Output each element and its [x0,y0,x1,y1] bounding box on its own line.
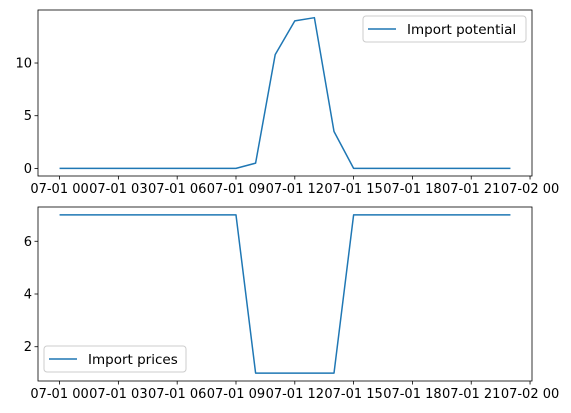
legend: Import prices [43,345,187,373]
x-tick-label: 07-02 00 [501,182,559,197]
legend-box [362,15,527,43]
series-line-import-potential [59,16,511,170]
axes-frame [37,9,533,177]
x-tick-label: 07-01 18 [383,182,441,197]
x-tick-label: 07-01 21 [442,182,500,197]
series-line-import-prices [59,214,511,374]
legend: Import potential [362,15,527,43]
x-tick-label: 07-01 03 [89,182,147,197]
legend-label: Import prices [88,352,178,368]
y-tick-label: 5 [24,109,32,124]
x-tick-label: 07-01 12 [266,387,324,402]
axes-panel-2: 07-01 00 07-01 03 07-01 06 07-01 09 07-01 12… [24,206,559,402]
x-tick-label: 07-02 00 [501,387,559,402]
legend-label: Import potential [407,22,516,38]
x-tick-label: 07-01 00 [30,182,88,197]
x-tick-label: 07-01 15 [324,387,382,402]
x-tick-label: 07-01 12 [266,182,324,197]
x-tick-label: 07-01 15 [324,182,382,197]
x-tick-label: 07-01 03 [89,387,147,402]
x-tick-label: 07-01 21 [442,387,500,402]
y-tick-label: 2 [24,340,32,355]
x-tick-label: 07-01 18 [383,387,441,402]
x-tick-label: 07-01 06 [148,387,206,402]
x-tick-label: 07-01 09 [207,182,265,197]
x-tick-label: 07-01 09 [207,387,265,402]
legend-box [43,345,187,373]
y-tick-label: 10 [15,57,32,72]
y-tick-label: 4 [24,288,32,303]
x-tick-label: 07-01 00 [30,387,88,402]
y-tick-label: 6 [24,235,32,250]
x-tick-label: 07-01 06 [148,182,206,197]
axes-panel-1: 07-01 00 07-01 03 07-01 06 07-01 09 07-01 12… [15,9,559,197]
y-tick-label: 0 [24,162,32,177]
